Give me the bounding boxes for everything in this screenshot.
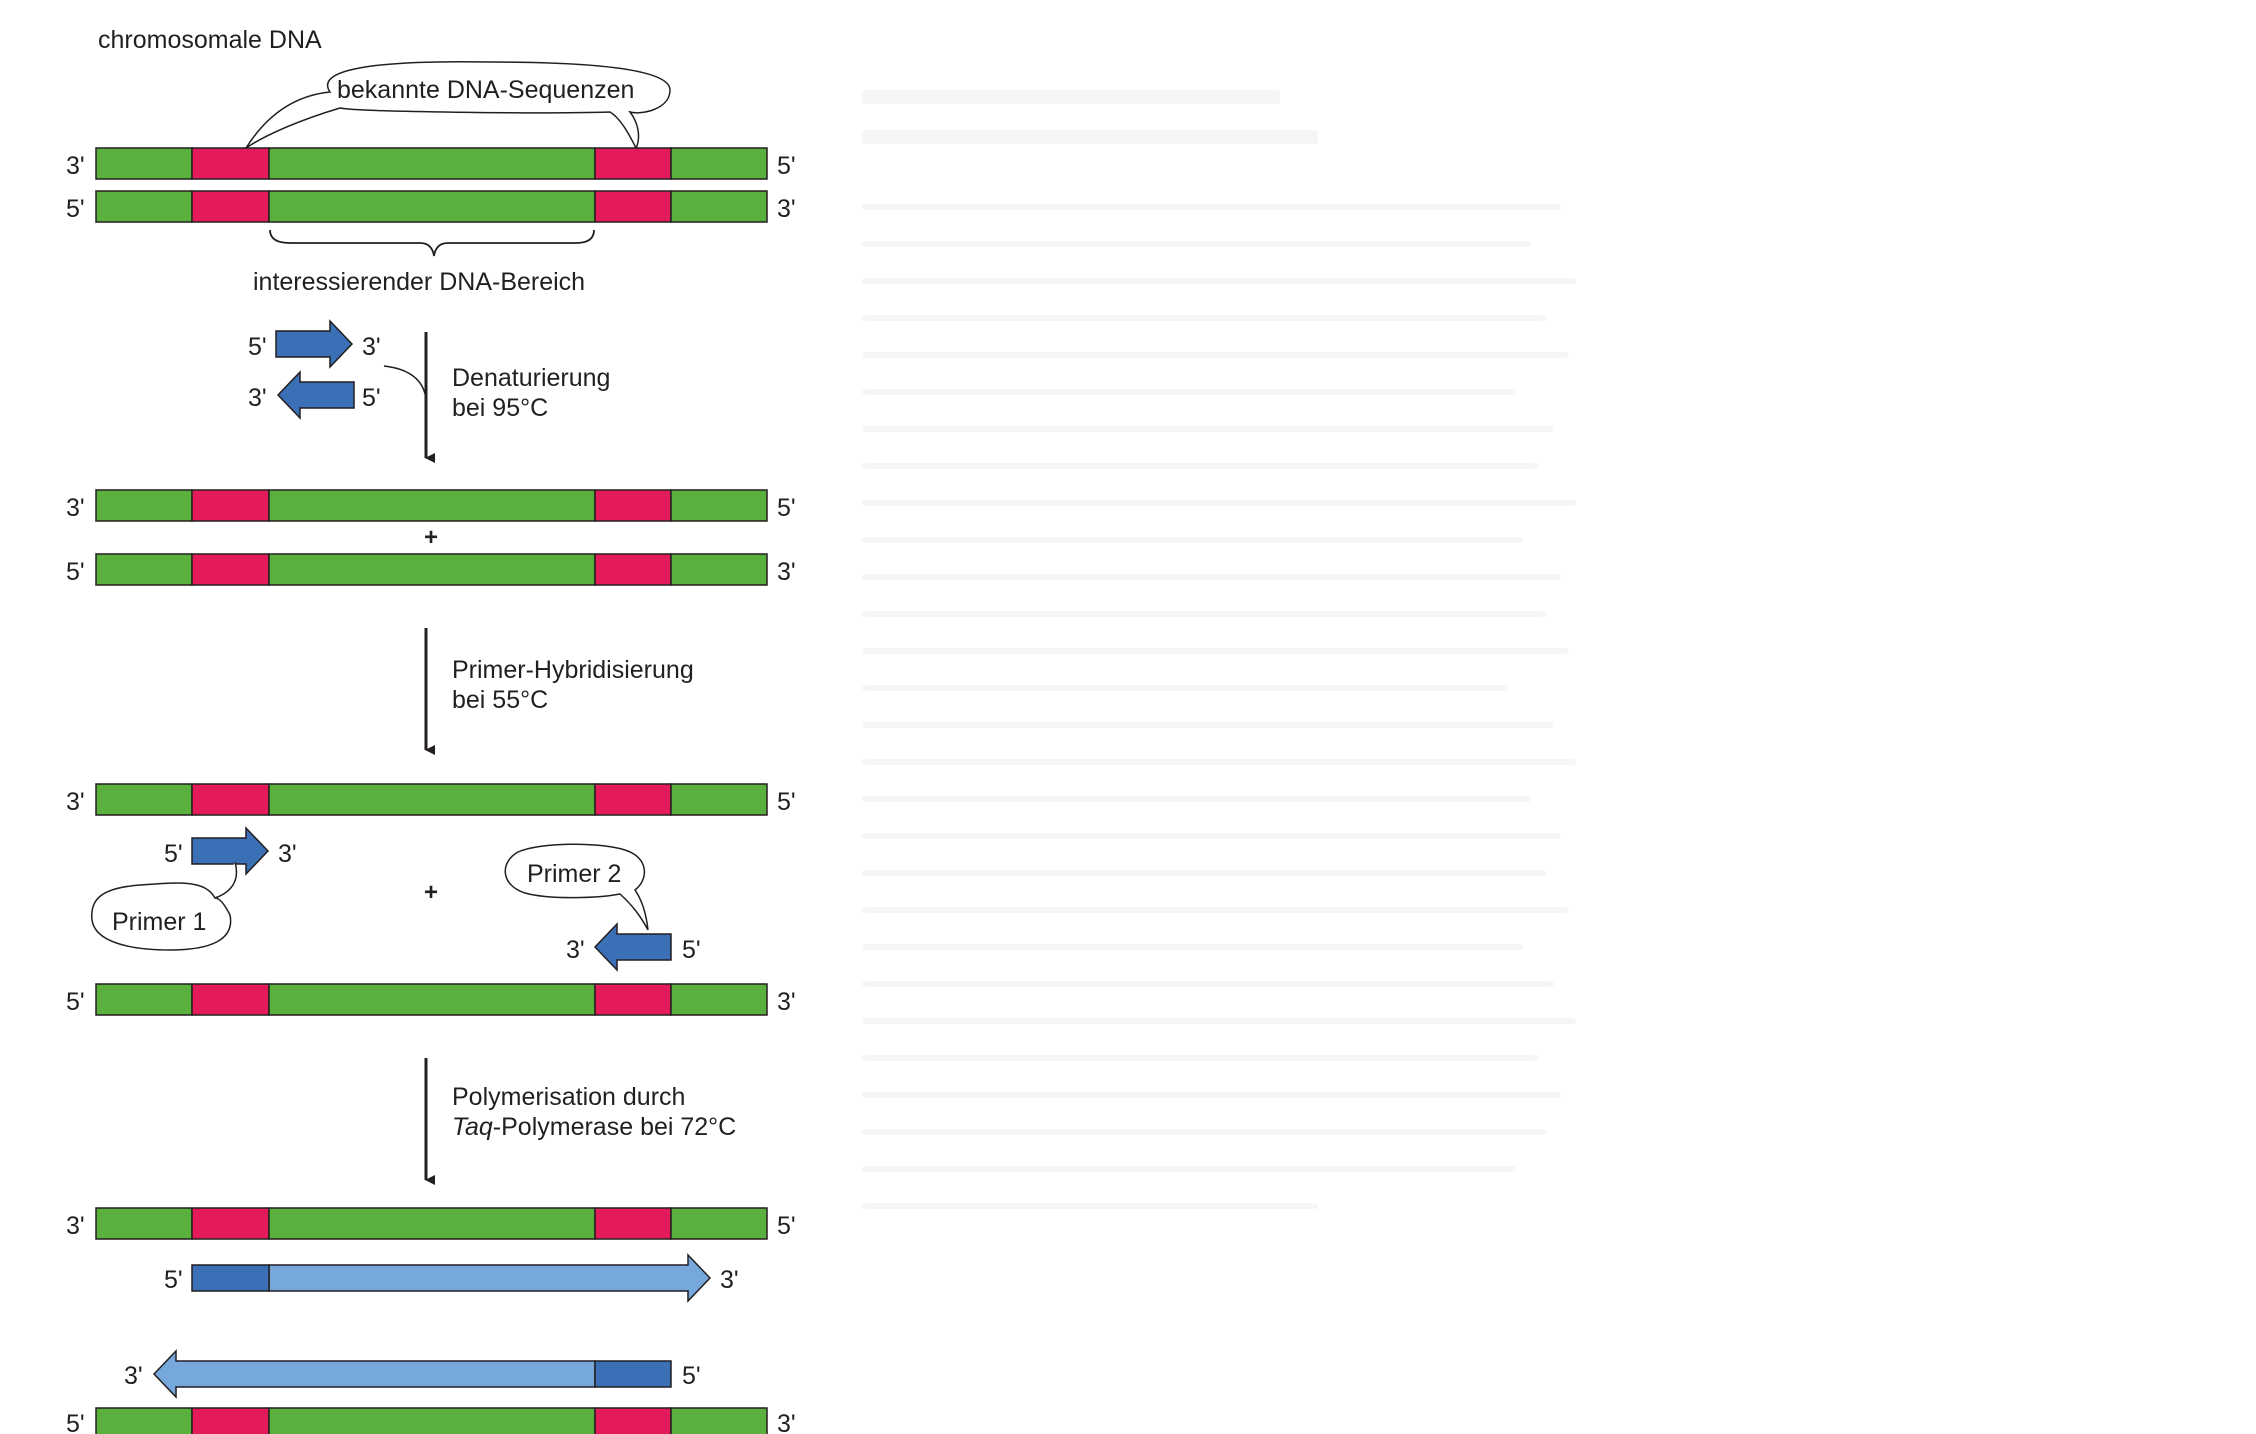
plus-sign: + [424, 879, 438, 906]
polymerase-text: -Polymerase bei 72°C [493, 1113, 736, 1141]
primer-2-label: Primer 2 [527, 860, 621, 888]
region-of-interest-label: interessierender DNA-Bereich [253, 268, 585, 296]
end-label: 5' [164, 1266, 183, 1294]
end-label: 5' [777, 788, 796, 816]
polymerization-label: Polymerisation durch [452, 1083, 685, 1111]
bleed-line [862, 722, 1554, 728]
end-label: 5' [66, 558, 85, 586]
primer-2-arrow [593, 922, 672, 972]
bleed-line [862, 204, 1562, 210]
dna-strand-3-bottom [95, 983, 768, 1016]
new-strand-reverse [152, 1349, 672, 1399]
bleed-line [862, 1166, 1516, 1172]
end-label: 3' [777, 195, 796, 223]
dna-strand-3-top [95, 783, 768, 816]
new-strand-forward [191, 1253, 712, 1303]
dna-strand-2-bottom [95, 553, 768, 586]
end-label: 3' [566, 936, 585, 964]
bleed-line [862, 1129, 1546, 1135]
bleed-line [862, 759, 1577, 765]
dna-strand-1-bottom [95, 190, 768, 223]
end-label: 3' [777, 558, 796, 586]
dna-strand-4-top [95, 1207, 768, 1240]
bleed-line [862, 685, 1508, 691]
background-bleed-through [862, 90, 1622, 1420]
bleed-line [862, 463, 1539, 469]
bleed-line [862, 833, 1562, 839]
known-sequences-label: bekannte DNA-Sequenzen [337, 76, 634, 104]
bleed-line [862, 426, 1554, 432]
primer-1-arrow [191, 826, 270, 876]
bleed-line [862, 611, 1546, 617]
end-label: 5' [248, 333, 267, 361]
dna-strand-2-top [95, 489, 768, 522]
end-label: 5' [362, 384, 381, 412]
bleed-line [862, 1203, 1318, 1209]
end-label: 3' [124, 1362, 143, 1390]
end-label: 5' [66, 1410, 85, 1434]
end-label: 5' [777, 152, 796, 180]
primer-2-callout: Primer 2 [504, 843, 649, 931]
end-label: 3' [777, 1410, 796, 1434]
end-label: 3' [66, 1212, 85, 1240]
end-label: 5' [164, 840, 183, 868]
known-sequences-callout: bekannte DNA-Sequenzen [245, 61, 671, 150]
end-label: 5' [682, 1362, 701, 1390]
end-label: 3' [66, 788, 85, 816]
denaturation-label: Denaturierung [452, 364, 610, 392]
end-label: 3' [66, 152, 85, 180]
dna-strand-4-bottom [95, 1407, 768, 1434]
end-label: 3' [362, 333, 381, 361]
bleed-line [862, 389, 1516, 395]
end-label: 5' [66, 195, 85, 223]
chromosomal-dna-label: chromosomale DNA [98, 26, 322, 54]
end-label: 3' [777, 988, 796, 1016]
connector-line [383, 365, 428, 411]
bleed-line [862, 1055, 1539, 1061]
bleed-line [862, 907, 1569, 913]
primer-1-callout: Primer 1 [91, 861, 238, 951]
end-label: 3' [278, 840, 297, 868]
bleed-line [862, 1018, 1577, 1024]
bleed-line [862, 352, 1569, 358]
end-label: 3' [66, 494, 85, 522]
bleed-line [862, 981, 1554, 987]
bleed-line [862, 241, 1531, 247]
bleed-line [862, 315, 1546, 321]
end-label: 5' [682, 936, 701, 964]
plus-sign: + [424, 524, 438, 551]
primer-arrow-reverse [276, 370, 355, 420]
bleed-line [862, 130, 1318, 144]
bleed-line [862, 1092, 1562, 1098]
bleed-line [862, 648, 1569, 654]
end-label: 5' [66, 988, 85, 1016]
hybridization-temp: bei 55°C [452, 686, 548, 714]
primer-arrow-forward [275, 319, 354, 369]
bleed-line [862, 500, 1577, 506]
end-label: 3' [248, 384, 267, 412]
bleed-line [862, 90, 1280, 104]
denaturation-temp: bei 95°C [452, 394, 548, 422]
bleed-line [862, 944, 1524, 950]
end-label: 3' [720, 1266, 739, 1294]
bleed-line [862, 870, 1546, 876]
bleed-line [862, 796, 1531, 802]
polymerization-temp: Taq-Polymerase bei 72°C [452, 1113, 736, 1141]
hybridization-label: Primer-Hybridisierung [452, 656, 694, 684]
primer-1-label: Primer 1 [112, 908, 206, 936]
taq-italic: Taq [452, 1113, 493, 1141]
bleed-line [862, 574, 1562, 580]
region-brace [269, 229, 595, 257]
bleed-line [862, 537, 1524, 543]
end-label: 5' [777, 494, 796, 522]
dna-strand-1-top [95, 147, 768, 180]
bleed-line [862, 278, 1577, 284]
end-label: 5' [777, 1212, 796, 1240]
